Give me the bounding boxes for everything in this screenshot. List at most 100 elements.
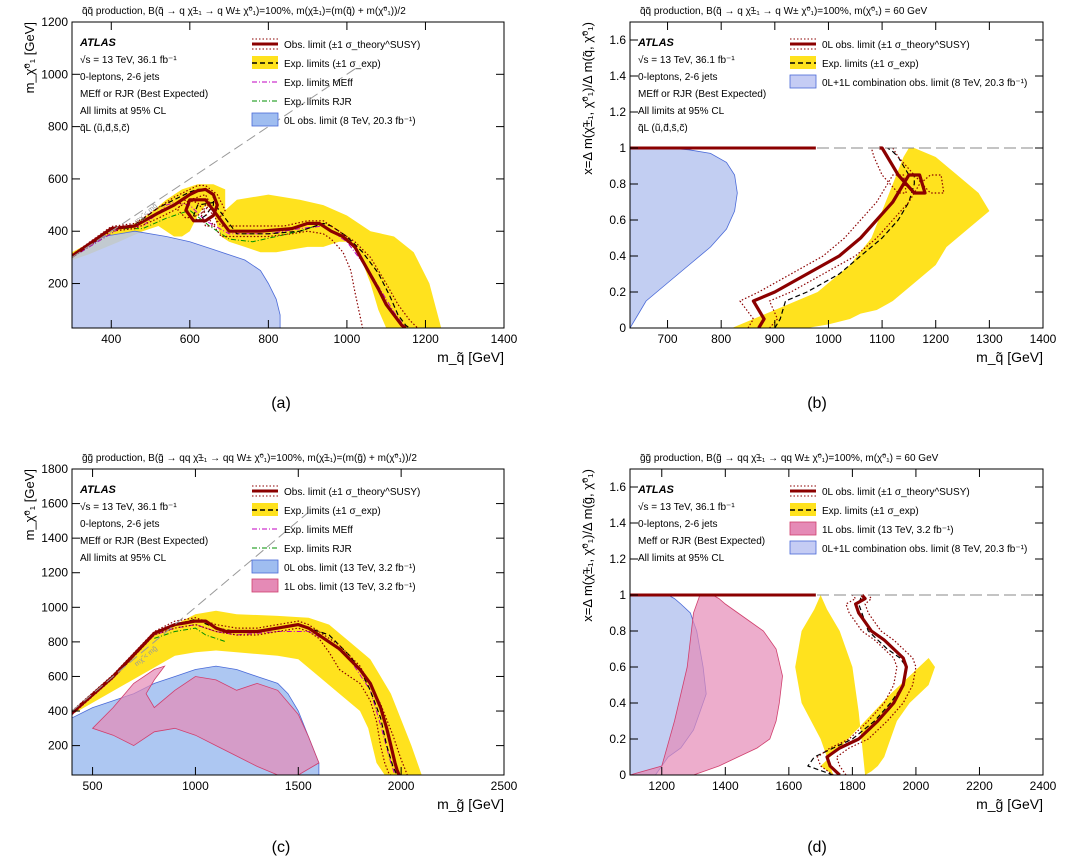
plot-area (630, 593, 1043, 775)
y-tick-label: 1.4 (609, 69, 626, 83)
legend-entry: Exp. limits (±1 σ_exp) (284, 506, 381, 517)
info-line: 0-leptons, 2-6 jets (80, 519, 160, 530)
legend-entry: Exp. limits (±1 σ_exp) (284, 59, 381, 70)
series-expMEff (72, 202, 407, 328)
info-line: 0-leptons, 2-6 jets (638, 72, 718, 83)
y-tick-label: 1800 (41, 462, 68, 476)
series-prior1L (630, 594, 783, 775)
y-tick-label: 1.4 (609, 516, 626, 530)
plot-area (630, 146, 1043, 328)
series-obsUp (72, 184, 419, 328)
series-obsUp (72, 617, 408, 775)
y-axis-label: m_χ̃⁰₁ [GeV] (22, 469, 37, 540)
y-tick-label: 600 (48, 172, 68, 186)
x-tick-label: 600 (180, 332, 200, 346)
x-tick-label: 1200 (922, 332, 949, 346)
y-tick-label: 1.6 (609, 480, 626, 494)
y-tick-label: 1.6 (609, 33, 626, 47)
info-line: All limits at 95% CL (80, 553, 167, 564)
x-tick-label: 1300 (976, 332, 1003, 346)
info-line: 0-leptons, 2-6 jets (638, 519, 718, 530)
legend-entry: Exp. limits (±1 σ_exp) (822, 506, 919, 517)
y-axis-label: m_χ̃⁰₁ [GeV] (22, 22, 37, 93)
legend-entry: Obs. limit (±1 σ_theory^SUSY) (284, 40, 420, 51)
series-band (72, 184, 442, 328)
y-tick-label: 1200 (41, 566, 68, 580)
x-tick-label: 1500 (285, 779, 312, 793)
info-line: q̃L (ũ,d̃,s̃,c̃) (80, 123, 130, 134)
y-tick-label: 0.6 (609, 213, 626, 227)
legend-entry: Exp. limits RJR (284, 544, 352, 555)
info-line: All limits at 95% CL (638, 553, 725, 564)
legend-swatch (251, 112, 279, 127)
legend-swatch (789, 521, 817, 536)
legend-entry: 0L obs. limit (13 TeV, 3.2 fb⁻¹) (284, 563, 416, 574)
x-tick-label: 1400 (1030, 332, 1057, 346)
legend-entry: 0L obs. limit (±1 σ_theory^SUSY) (822, 487, 970, 498)
legend-swatch (251, 578, 279, 593)
x-tick-label: 900 (765, 332, 785, 346)
y-tick-label: 800 (48, 120, 68, 134)
y-tick-label: 1 (619, 141, 626, 155)
info-line: 0-leptons, 2-6 jets (80, 72, 160, 83)
panel-c: g̃g̃ production, B(g̃ → qq χ̃±₁ → qq W± … (22, 453, 518, 812)
legend-entry: Exp. limits MEff (284, 525, 353, 536)
kinematic-line (72, 65, 360, 258)
series-obsDown (816, 594, 898, 775)
y-tick-label: 0.4 (609, 249, 626, 263)
x-tick-label: 2200 (966, 779, 993, 793)
series-obs (825, 593, 909, 775)
legend-entry: 1L obs. limit (13 TeV, 3.2 fb⁻¹) (822, 525, 954, 536)
y-tick-label: 1200 (41, 15, 68, 29)
x-tick-label: 400 (101, 332, 121, 346)
info-line: All limits at 95% CL (80, 106, 167, 117)
panel-a: q̃q̃ production, B(q̃ → q χ̃±₁ → q W± χ̃… (22, 6, 518, 365)
legend-swatch (252, 485, 278, 497)
plot-frame (629, 468, 1044, 776)
series-obs (72, 187, 407, 328)
x-axis-label: m_q̃ [GeV] (437, 349, 504, 365)
legend-swatch (790, 503, 816, 516)
y-axis-label: x=Δ m(χ̃±₁, χ̃⁰₁)/Δ m(g̃, χ̃⁰₁) (580, 469, 595, 622)
panel-caption: (c) (272, 839, 291, 856)
plot-area: mχ̃ < mq̃ (72, 65, 442, 328)
panel-b: q̃q̃ production, B(q̃ → q χ̃±₁ → q W± χ̃… (580, 6, 1057, 365)
y-tick-label: 1000 (41, 600, 68, 614)
info-line: √s = 13 TeV, 36.1 fb⁻¹ (80, 54, 177, 66)
x-tick-label: 1800 (839, 779, 866, 793)
legend-swatch (252, 38, 278, 50)
info-line: MEff or RJR (Best Expected) (80, 89, 208, 100)
panel-caption: (b) (807, 395, 827, 412)
panel-d: g̃g̃ production, B(g̃ → qq χ̃±₁ → qq W± … (580, 453, 1057, 812)
info-line: ATLAS (637, 37, 675, 49)
y-tick-label: 400 (48, 224, 68, 238)
y-tick-label: 400 (48, 704, 68, 718)
legend-entry: 0L obs. limit (8 TeV, 20.3 fb⁻¹) (284, 116, 416, 127)
x-tick-label: 1600 (775, 779, 802, 793)
series-exp (774, 147, 915, 328)
legend-entry: 0L obs. limit (±1 σ_theory^SUSY) (822, 40, 970, 51)
legend-swatch (251, 559, 279, 574)
x-tick-label: 1000 (815, 332, 842, 346)
series-band (795, 595, 935, 775)
info-line: All limits at 95% CL (638, 106, 725, 117)
info-line: √s = 13 TeV, 36.1 fb⁻¹ (80, 501, 177, 513)
legend-swatch (790, 38, 816, 50)
legend-entry: Exp. limits MEff (284, 78, 353, 89)
legend-swatch (252, 56, 278, 69)
plot-title: g̃g̃ production, B(g̃ → qq χ̃±₁ → qq W± … (640, 453, 939, 464)
x-tick-label: 1200 (648, 779, 675, 793)
plot-frame (71, 468, 505, 776)
panel-caption: (d) (807, 839, 827, 856)
legend-swatch (789, 74, 817, 89)
plot-frame (71, 21, 505, 329)
series-band (72, 610, 422, 775)
legend-entry: 0L+1L combination obs. limit (8 TeV, 20.… (822, 544, 1027, 555)
y-tick-label: 200 (48, 277, 68, 291)
x-tick-label: 800 (258, 332, 278, 346)
x-tick-label: 1000 (182, 779, 209, 793)
y-tick-label: 0 (619, 768, 626, 782)
y-tick-label: 800 (48, 635, 68, 649)
y-tick-label: 1400 (41, 531, 68, 545)
info-line: √s = 13 TeV, 36.1 fb⁻¹ (638, 501, 735, 513)
